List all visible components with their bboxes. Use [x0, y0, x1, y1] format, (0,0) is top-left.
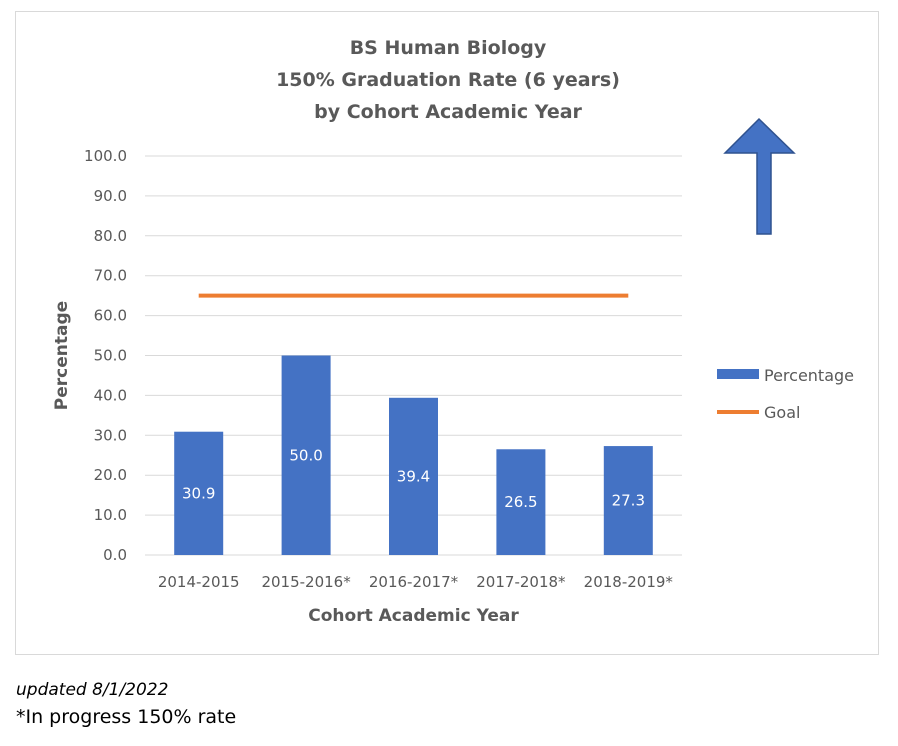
- up-arrow-icon: [723, 117, 796, 235]
- y-tick-label: 40.0: [94, 386, 127, 404]
- y-tick-label: 100.0: [84, 147, 127, 165]
- footnote-in-progress: *In progress 150% rate: [16, 706, 237, 728]
- bar: [389, 397, 438, 555]
- legend-label: Percentage: [764, 366, 854, 385]
- data-labels: 30.9 50.0 39.4 26.5 27.3: [182, 446, 645, 511]
- y-axis-ticks: 0.0 10.0 20.0 30.0 40.0 50.0 60.0 70.0 80.0 90.0 1…: [84, 147, 127, 564]
- legend-label: Goal: [764, 403, 800, 422]
- bar: [281, 355, 331, 555]
- chart-title-line: 150% Graduation Rate (6 years): [276, 69, 620, 91]
- chart-title: BS Human Biology 150% Graduation Rate (6 …: [276, 37, 620, 123]
- bar-chart: BS Human Biology 150% Graduation Rate (6 …: [52, 37, 854, 626]
- y-tick-label: 60.0: [94, 307, 127, 325]
- data-label: 27.3: [612, 492, 645, 510]
- data-label: 39.4: [397, 467, 430, 485]
- y-tick-label: 10.0: [94, 506, 127, 524]
- x-tick-label: 2018-2019*: [584, 573, 674, 591]
- data-label: 30.9: [182, 484, 215, 502]
- bar: [174, 431, 224, 555]
- chart-frame: BS Human Biology 150% Graduation Rate (6 …: [15, 11, 879, 655]
- legend-swatch: [717, 369, 759, 379]
- y-tick-label: 90.0: [94, 187, 127, 205]
- y-tick-label: 30.0: [94, 426, 127, 444]
- legend-item-goal: Goal: [717, 403, 800, 422]
- y-axis-title: Percentage: [52, 301, 72, 410]
- data-label: 26.5: [504, 493, 537, 511]
- bar: [496, 449, 546, 555]
- chart-title-line: BS Human Biology: [350, 37, 547, 59]
- x-axis-ticks: 2014-2015 2015-2016* 2016-2017* 2017-2018* 2…: [158, 573, 674, 591]
- data-label: 50.0: [289, 446, 322, 464]
- x-axis-title: Cohort Academic Year: [308, 606, 519, 626]
- bars: [174, 355, 653, 555]
- x-tick-label: 2016-2017*: [369, 573, 459, 591]
- chart-title-line: by Cohort Academic Year: [314, 101, 582, 123]
- y-tick-label: 80.0: [94, 227, 127, 245]
- y-tick-label: 20.0: [94, 466, 127, 484]
- x-tick-label: 2017-2018*: [476, 573, 566, 591]
- y-tick-label: 0.0: [103, 546, 127, 564]
- y-tick-label: 70.0: [94, 267, 127, 285]
- x-tick-label: 2014-2015: [158, 573, 240, 591]
- bar: [603, 446, 653, 555]
- legend-item-percentage: Percentage: [717, 366, 854, 385]
- gridlines: [145, 155, 682, 556]
- x-tick-label: 2015-2016*: [261, 573, 351, 591]
- y-tick-label: 50.0: [94, 347, 127, 365]
- legend: Percentage Goal: [717, 366, 854, 422]
- footnote-updated: updated 8/1/2022: [16, 680, 169, 700]
